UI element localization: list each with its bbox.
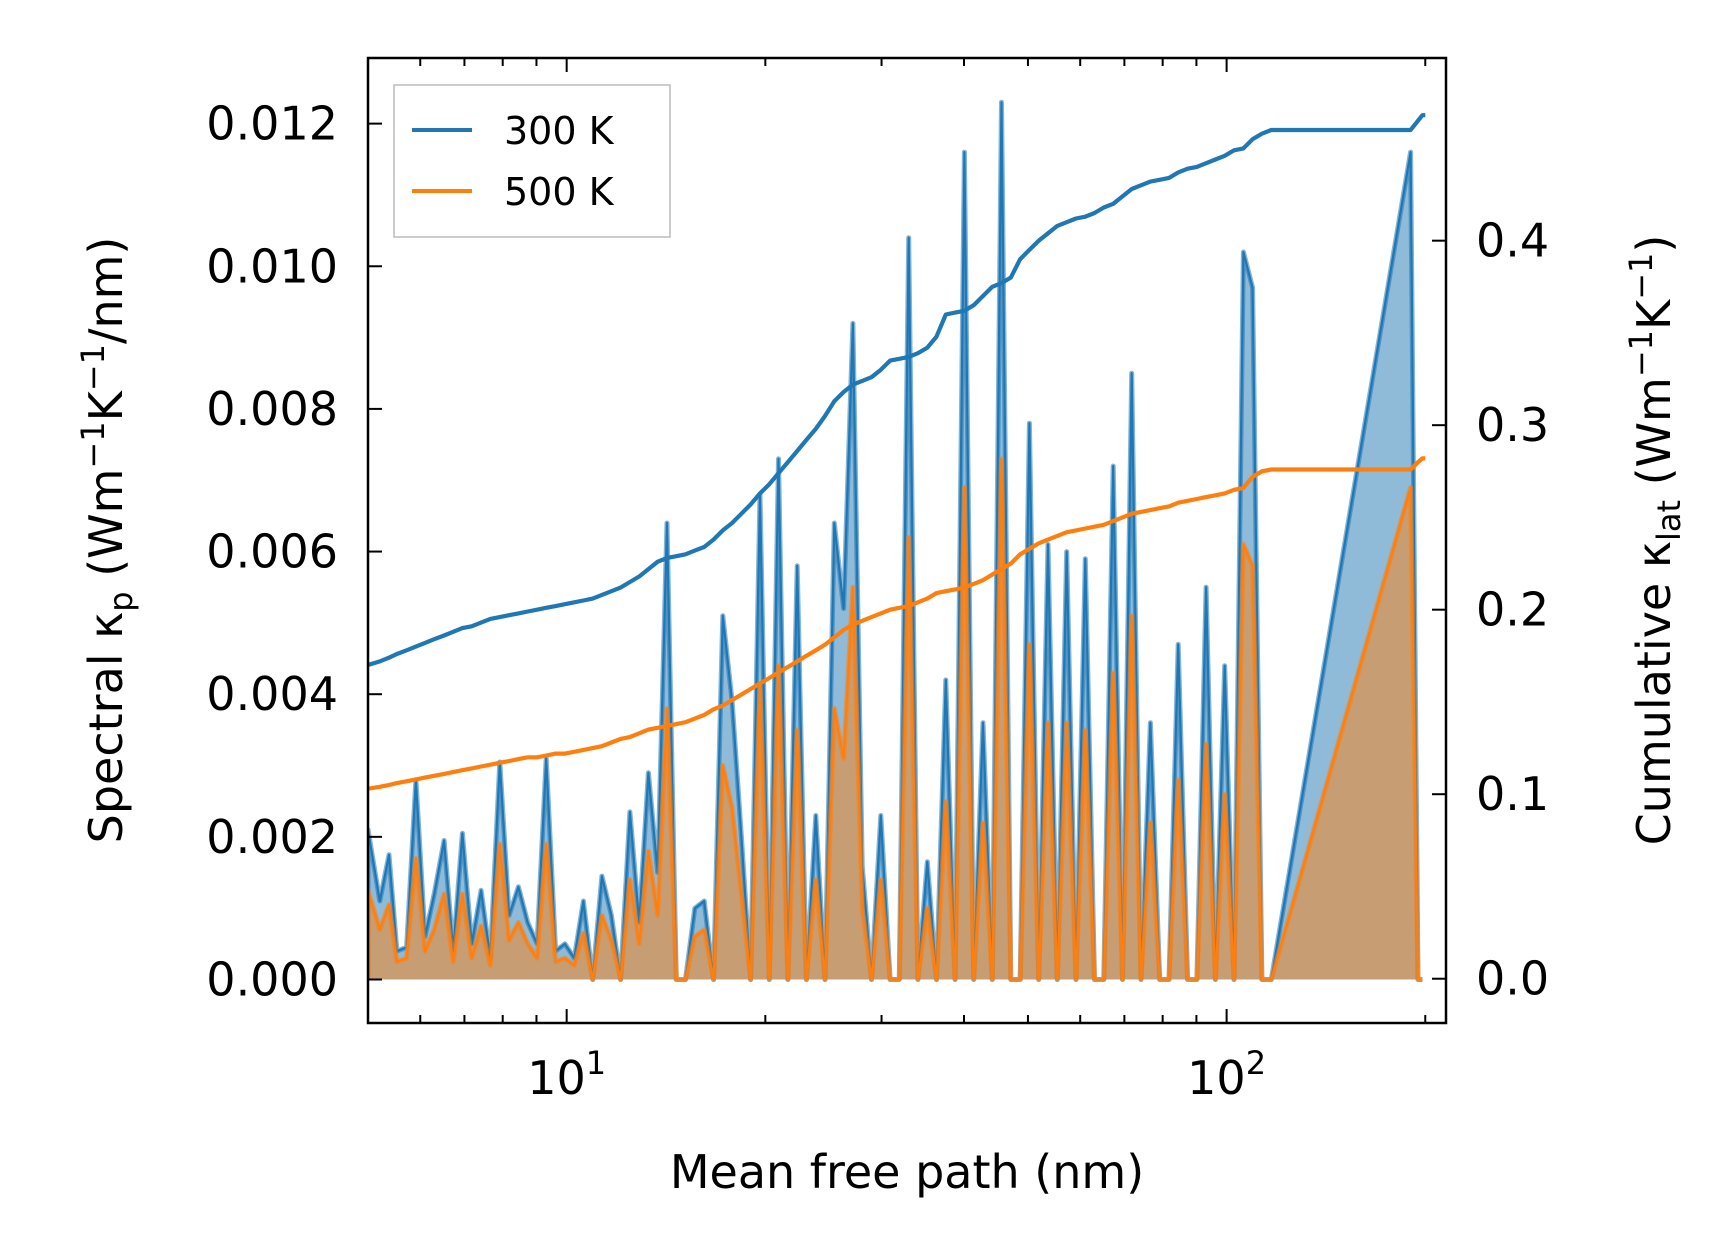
right-y-tick-label: 0.3 (1476, 398, 1549, 452)
legend-box (393, 84, 671, 238)
spectral-line-500k (368, 457, 1423, 981)
right-y-tick-label: 0.1 (1476, 767, 1549, 821)
x-tick-label: 101 (527, 1044, 606, 1105)
legend: 300 K 500 K (393, 84, 671, 238)
spectral-area-layer (368, 99, 1423, 982)
axes-layer: 101 102 0.000 0.002 0.004 0.006 0.008 0.010 0.01… (206, 58, 1549, 1105)
left-y-tick-label: 0.000 (206, 952, 338, 1006)
left-y-tick-label: 0.006 (206, 525, 338, 579)
cumulative-line-300k (368, 113, 1426, 668)
left-y-tick-label: 0.012 (206, 97, 338, 151)
left-y-tick-label: 0.004 (206, 667, 338, 721)
left-y-tick-label: 0.002 (206, 810, 338, 864)
cumulative-line-500k (368, 456, 1426, 791)
left-axis-label: Spectral κp (Wm−1K−1/nm) (74, 237, 140, 844)
x-tick-label: 102 (1187, 1044, 1266, 1105)
right-y-tick-label: 0.2 (1476, 583, 1549, 637)
left-y-tick-label: 0.010 (206, 239, 338, 293)
plot-frame (366, 56, 1448, 1025)
right-axis-label: Cumulative κlat (Wm−1K−1) (1622, 235, 1688, 846)
x-axis-label: Mean free path (nm) (670, 1145, 1144, 1199)
left-y-tick-label: 0.008 (206, 382, 338, 436)
right-y-tick-label: 0.0 (1476, 952, 1549, 1006)
right-y-tick-label: 0.4 (1476, 214, 1549, 268)
legend-label-500k: 500 K (504, 170, 615, 214)
cumulative-line-layer (368, 113, 1426, 791)
legend-label-300k: 300 K (504, 109, 615, 153)
